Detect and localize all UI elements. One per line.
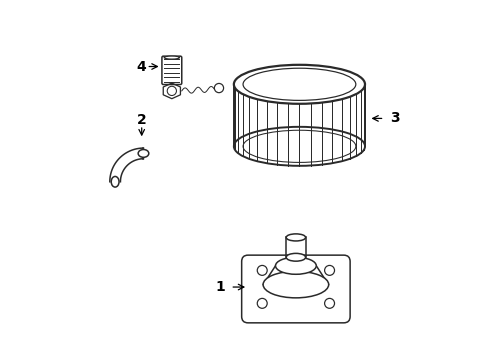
Text: 3: 3 [389,111,399,125]
Ellipse shape [275,257,316,274]
Circle shape [214,84,223,93]
Text: 1: 1 [215,280,224,294]
Ellipse shape [263,271,328,298]
Ellipse shape [285,253,305,261]
Circle shape [167,86,176,95]
Text: 2: 2 [137,113,146,127]
FancyBboxPatch shape [162,56,182,85]
Ellipse shape [138,149,148,157]
Text: 4: 4 [136,59,146,73]
Ellipse shape [164,56,179,59]
Ellipse shape [111,176,119,187]
Ellipse shape [285,234,305,241]
